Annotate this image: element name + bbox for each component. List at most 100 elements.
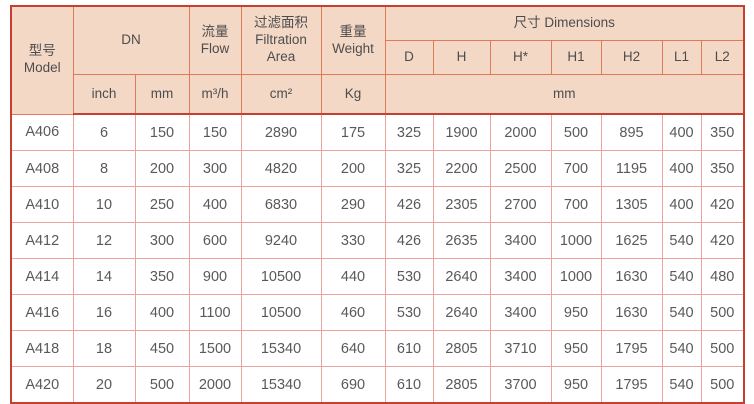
unit-inch: inch — [72, 74, 136, 115]
cell-area: 15340 — [240, 330, 322, 367]
cell-area: 15340 — [240, 366, 322, 404]
cell-h: 2805 — [432, 330, 491, 367]
header-dim-l1: L1 — [661, 40, 702, 75]
cell-l1: 540 — [661, 330, 702, 367]
cell-flow: 400 — [188, 186, 242, 223]
cell-inch: 8 — [72, 150, 136, 187]
cell-l2: 500 — [700, 330, 745, 367]
header-dim-d: D — [384, 40, 434, 75]
header-row-units: inch mm m³/h cm² Kg mm — [11, 74, 745, 115]
cell-l1: 540 — [661, 366, 702, 404]
cell-mm: 250 — [134, 186, 190, 223]
cell-hstar: 3710 — [489, 330, 552, 367]
cell-hstar: 2500 — [489, 150, 552, 187]
cell-hstar: 3400 — [489, 258, 552, 295]
table-row: A408 8 200 300 4820 200 325 2200 2500 700 1195 400 3… — [10, 150, 745, 187]
cell-l2: 420 — [700, 186, 745, 223]
cell-model: A410 — [10, 186, 74, 223]
cell-area: 10500 — [240, 258, 322, 295]
cell-l1: 400 — [661, 113, 702, 151]
header-dim-h: H — [432, 40, 491, 75]
cell-l2: 500 — [700, 294, 745, 331]
cell-model: A418 — [10, 330, 74, 367]
table-header: 型号 Model DN 流量 Flow 过滤面积 Filtration Area… — [10, 5, 745, 115]
cell-d: 530 — [384, 258, 434, 295]
cell-model: A412 — [10, 222, 74, 259]
cell-weight: 290 — [320, 186, 386, 223]
cell-area: 10500 — [240, 294, 322, 331]
header-filtration-area: 过滤面积 Filtration Area — [240, 5, 322, 75]
spec-table: 型号 Model DN 流量 Flow 过滤面积 Filtration Area… — [10, 5, 746, 404]
cell-h: 2635 — [432, 222, 491, 259]
cell-l1: 540 — [661, 222, 702, 259]
cell-mm: 200 — [134, 150, 190, 187]
cell-weight: 640 — [320, 330, 386, 367]
cell-h2: 1625 — [600, 222, 663, 259]
cell-hstar: 3400 — [489, 294, 552, 331]
table-row: A410 10 250 400 6830 290 426 2305 2700 700 1305 400… — [10, 186, 745, 223]
cell-flow: 600 — [188, 222, 242, 259]
header-row-groups: 型号 Model DN 流量 Flow 过滤面积 Filtration Area… — [10, 5, 745, 115]
cell-h1: 700 — [550, 186, 602, 223]
table-row: A406 6 150 150 2890 175 325 1900 2000 500 895 400 35… — [10, 113, 745, 151]
table-row: A420 20 500 2000 15340 690 610 2805 3700 950 1795 5… — [10, 366, 745, 404]
cell-inch: 16 — [72, 294, 136, 331]
cell-h: 2640 — [432, 258, 491, 295]
cell-hstar: 3400 — [489, 222, 552, 259]
cell-d: 610 — [384, 366, 434, 404]
cell-hstar: 3700 — [489, 366, 552, 404]
header-dim-hstar: H* — [489, 40, 552, 75]
cell-h2: 1630 — [600, 258, 663, 295]
cell-inch: 20 — [72, 366, 136, 404]
cell-weight: 690 — [320, 366, 386, 404]
cell-model: A414 — [10, 258, 74, 295]
cell-flow: 2000 — [188, 366, 242, 404]
unit-area: cm² — [240, 74, 322, 115]
cell-h1: 1000 — [550, 222, 602, 259]
header-dimensions: 尺寸 Dimensions — [384, 5, 745, 41]
cell-hstar: 2700 — [489, 186, 552, 223]
cell-h2: 1795 — [600, 330, 663, 367]
table-row: A414 14 350 900 10500 440 530 2640 3400 1000 1630 5… — [10, 258, 745, 295]
cell-mm: 450 — [134, 330, 190, 367]
cell-h1: 950 — [550, 294, 602, 331]
cell-flow: 150 — [188, 113, 242, 151]
cell-inch: 18 — [72, 330, 136, 367]
cell-mm: 400 — [134, 294, 190, 331]
cell-d: 426 — [384, 222, 434, 259]
cell-h1: 500 — [550, 113, 602, 151]
cell-area: 4820 — [240, 150, 322, 187]
cell-l2: 420 — [700, 222, 745, 259]
cell-mm: 150 — [134, 113, 190, 151]
cell-l2: 500 — [700, 366, 745, 404]
cell-flow: 300 — [188, 150, 242, 187]
cell-h2: 1795 — [600, 366, 663, 404]
cell-h: 2805 — [432, 366, 491, 404]
cell-weight: 440 — [320, 258, 386, 295]
cell-area: 9240 — [240, 222, 322, 259]
header-flow: 流量 Flow — [188, 5, 242, 75]
cell-h1: 1000 — [550, 258, 602, 295]
header-model: 型号 Model — [10, 5, 74, 115]
cell-flow: 1500 — [188, 330, 242, 367]
header-dim-h1: H1 — [550, 40, 602, 75]
cell-h1: 700 — [550, 150, 602, 187]
cell-model: A420 — [10, 366, 74, 404]
table-body: A406 6 150 150 2890 175 325 1900 2000 500 895 400 35… — [10, 113, 745, 404]
unit-weight: Kg — [320, 74, 386, 115]
cell-h: 2305 — [432, 186, 491, 223]
cell-hstar: 2000 — [489, 113, 552, 151]
header-dim-l2: L2 — [700, 40, 745, 75]
cell-flow: 900 — [188, 258, 242, 295]
cell-weight: 175 — [320, 113, 386, 151]
cell-inch: 6 — [72, 113, 136, 151]
unit-flow: m³/h — [188, 74, 242, 115]
cell-d: 426 — [384, 186, 434, 223]
cell-l1: 400 — [661, 186, 702, 223]
cell-h1: 950 — [550, 366, 602, 404]
cell-model: A416 — [10, 294, 74, 331]
cell-d: 610 — [384, 330, 434, 367]
cell-weight: 200 — [320, 150, 386, 187]
cell-h: 2640 — [432, 294, 491, 331]
cell-mm: 350 — [134, 258, 190, 295]
